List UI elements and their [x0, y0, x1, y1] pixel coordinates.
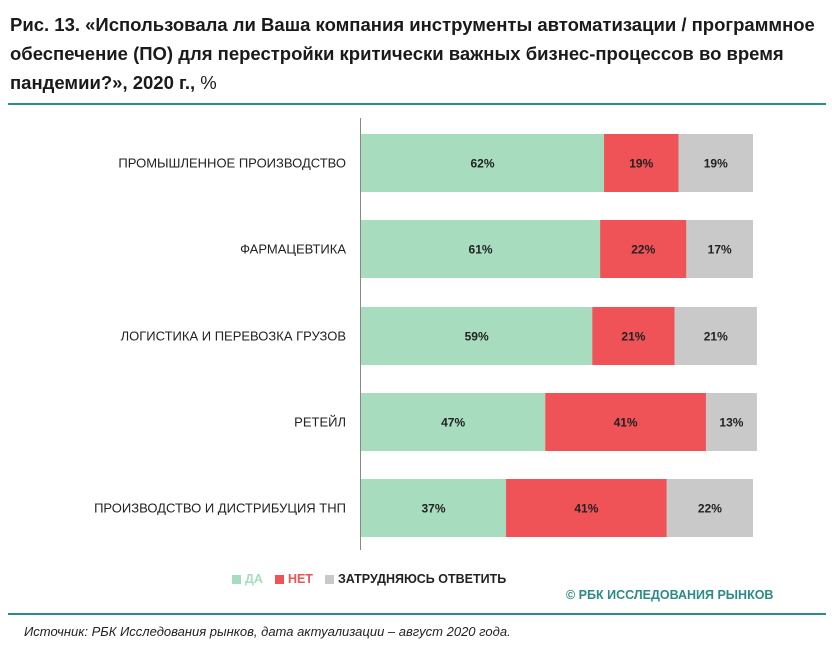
data-label: 62%: [471, 157, 495, 171]
bar-segment-no: [506, 479, 667, 537]
bar-segment-no: [600, 220, 687, 278]
legend-swatch: [232, 574, 241, 584]
legend-label: ДА: [245, 572, 263, 586]
data-label: 41%: [614, 416, 638, 430]
category-label: ПРОИЗВОДСТВО И ДИСТРИБУЦИЯ ТНП: [94, 501, 346, 516]
bar-segment-yes: [361, 134, 605, 192]
legend-item: НЕТ: [274, 572, 313, 586]
data-label: 19%: [704, 157, 728, 171]
source-note: Источник: РБК Исследования рынков, дата …: [24, 624, 511, 639]
legend-swatch: [274, 574, 284, 584]
data-label: 41%: [574, 502, 598, 516]
data-label: 17%: [708, 243, 732, 257]
data-label: 22%: [698, 502, 722, 516]
bottom-divider: [8, 613, 826, 615]
top-divider: [8, 103, 826, 105]
chart-title-text: Рис. 13. «Использовала ли Ваша компания …: [10, 14, 815, 93]
stacked-bar-chart: ПРОМЫШЛЕННОЕ ПРОИЗВОДСТВО 62% 19% 19% ФАРМАЦ…: [94, 118, 757, 550]
data-label: 22%: [631, 243, 655, 257]
bar-segment-undecided: [678, 134, 753, 192]
bar-segment-undecided: [686, 220, 753, 278]
bar-segment-no: [545, 393, 706, 451]
data-label: 47%: [441, 416, 465, 430]
bar-segment-undecided: [674, 307, 757, 365]
data-label: 61%: [469, 243, 493, 257]
data-label: 13%: [719, 416, 743, 430]
legend-item: ДА: [232, 572, 263, 586]
bar-segment-undecided: [705, 393, 757, 451]
bar-segment-yes: [361, 393, 546, 451]
legend: ДА НЕТ ЗАТРУДНЯЮСЬ ОТВЕТИТЬ: [232, 572, 518, 586]
legend-label: НЕТ: [287, 572, 313, 586]
legend-item: ЗАТРУДНЯЮСЬ ОТВЕТИТЬ: [324, 572, 507, 586]
data-label: 19%: [629, 157, 653, 171]
data-label: 21%: [621, 330, 645, 344]
bar-segment-no: [604, 134, 679, 192]
category-label: ЛОГИСТИКА И ПЕРЕВОЗКА ГРУЗОВ: [121, 329, 346, 344]
bar-segment-yes: [361, 479, 507, 537]
bar-segment-yes: [361, 307, 593, 365]
chart-title: Рис. 13. «Использовала ли Ваша компания …: [10, 10, 822, 97]
category-label: ФАРМАЦЕВТИКА: [240, 242, 346, 257]
bar-segment-yes: [361, 220, 601, 278]
legend-label: ЗАТРУДНЯЮСЬ ОТВЕТИТЬ: [337, 572, 507, 586]
data-label: 37%: [422, 502, 446, 516]
data-label: 59%: [465, 330, 489, 344]
category-label: ПРОМЫШЛЕННОЕ ПРОИЗВОДСТВО: [118, 156, 346, 171]
category-label: РЕТЕЙЛ: [294, 415, 346, 430]
legend-swatch: [324, 574, 334, 584]
bar-segment-no: [592, 307, 675, 365]
copyright-text: © РБК ИССЛЕДОВАНИЯ РЫНКОВ: [566, 588, 774, 602]
bar-segment-undecided: [666, 479, 753, 537]
chart-title-unit: %: [200, 72, 217, 93]
data-label: 21%: [704, 330, 728, 344]
